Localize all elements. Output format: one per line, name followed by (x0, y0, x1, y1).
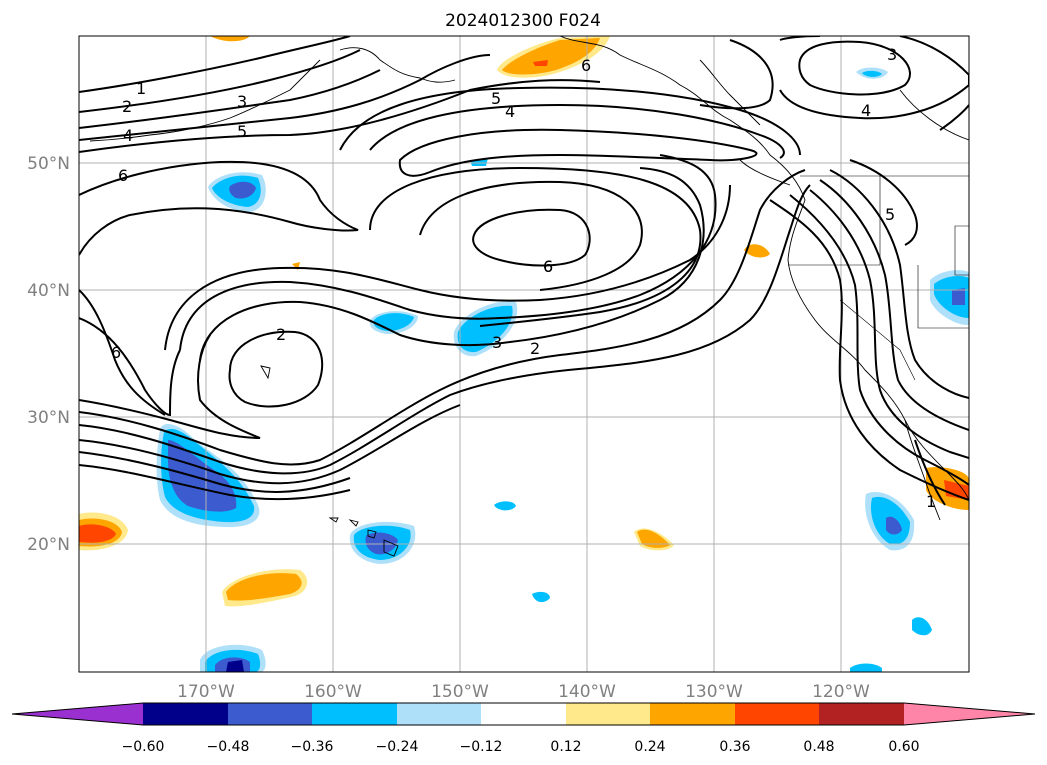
colorbar-tick-label: −0.36 (291, 739, 334, 755)
graticule (79, 36, 969, 672)
lon-label: 150°W (431, 682, 489, 702)
map-frame (78, 35, 970, 673)
political-borders (788, 175, 969, 381)
lat-label: 40°N (27, 281, 70, 301)
contour-labels: 1 2 3 4 5 6 6 6 2 6 3 2 5 4 6 3 4 1 5 (111, 45, 936, 511)
contour-label: 6 (111, 343, 121, 362)
colorbar-segment (312, 703, 397, 725)
contour-label: 6 (581, 56, 591, 75)
figure-title: 2024012300 F024 (445, 11, 601, 31)
contour-label: 5 (237, 122, 247, 141)
contour-label: 3 (887, 45, 897, 64)
coastlines (89, 36, 969, 557)
colorbar-tick-label: −0.12 (460, 739, 503, 755)
lat-label: 20°N (27, 535, 70, 555)
colorbar-under-triangle (12, 703, 143, 725)
contour-label: 4 (505, 102, 515, 121)
contour-label: 3 (237, 92, 247, 111)
colorbar-tick-label: −0.48 (207, 739, 250, 755)
colorbar-segment (143, 703, 228, 725)
colorbar-tick-label: −0.24 (376, 739, 419, 755)
lat-label: 30°N (27, 408, 70, 428)
shaded-anomaly-regions (79, 36, 969, 672)
colorbar-segment (735, 703, 819, 725)
colorbar-segment (481, 703, 566, 725)
colorbar-tick-label: 0.60 (888, 739, 919, 755)
colorbar-over-triangle (904, 703, 1035, 725)
colorbar-tick-label: 0.48 (803, 739, 834, 755)
contour-label: 3 (492, 333, 502, 352)
lon-label: 120°W (812, 682, 870, 702)
colorbar-ticks: −0.60 −0.48 −0.36 −0.24 −0.12 0.12 0.24 … (122, 739, 920, 755)
contour-label: 2 (122, 97, 132, 116)
latitude-labels: 50°N 40°N 30°N 20°N (27, 154, 70, 555)
contour-lines (79, 36, 969, 506)
contour-label: 4 (861, 101, 871, 120)
colorbar-segment (566, 703, 650, 725)
colorbar-tick-label: 0.36 (719, 739, 750, 755)
contour-label: 1 (136, 79, 146, 98)
colorbar-tick-label: −0.60 (122, 739, 165, 755)
lon-label: 130°W (685, 682, 743, 702)
longitude-labels: 170°W 160°W 150°W 140°W 130°W 120°W (177, 682, 870, 702)
contour-label: 6 (543, 257, 553, 276)
colorbar-tick-label: 0.24 (634, 739, 665, 755)
colorbar-segment (819, 703, 904, 725)
colorbar-segment (650, 703, 735, 725)
contour-label: 2 (276, 325, 286, 344)
contour-label: 5 (491, 89, 501, 108)
colorbar: −0.60 −0.48 −0.36 −0.24 −0.12 0.12 0.24 … (11, 702, 1036, 755)
contour-label: 1 (926, 492, 936, 511)
colorbar-segment (228, 703, 312, 725)
contour-label: 4 (123, 126, 133, 145)
colorbar-segment (397, 703, 481, 725)
lon-label: 160°W (304, 682, 362, 702)
contour-label: 6 (118, 166, 128, 185)
map-panel: 1 2 3 4 5 6 6 6 2 6 3 2 5 4 6 3 4 1 5 (27, 35, 970, 702)
contour-label: 6 (543, 257, 553, 276)
lon-label: 170°W (177, 682, 235, 702)
lat-label: 50°N (27, 154, 70, 174)
contour-label: 5 (885, 205, 895, 224)
lon-label: 140°W (558, 682, 616, 702)
contour-label: 2 (530, 339, 540, 358)
colorbar-tick-label: 0.12 (550, 739, 581, 755)
